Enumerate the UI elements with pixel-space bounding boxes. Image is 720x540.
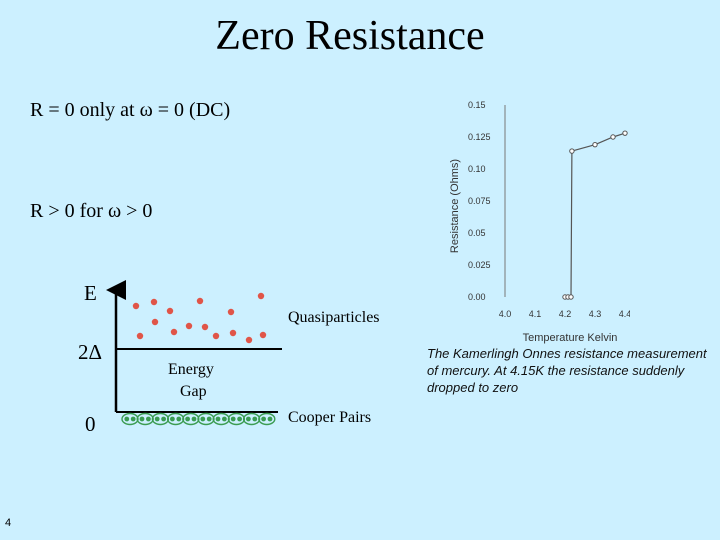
y-tick-label: 0.075 (468, 196, 491, 206)
quasiparticles-label: Quasiparticles (288, 309, 380, 326)
quasiparticle-dot (185, 322, 193, 330)
x-tick-label: 4.4 (619, 309, 630, 319)
quasiparticle-dot (229, 329, 237, 337)
gap-level-label: 2Δ (78, 340, 103, 364)
x-tick-label: 4.2 (559, 309, 572, 319)
x-axis-label: Temperature Kelvin (523, 332, 618, 344)
y-tick-label: 0.05 (468, 228, 486, 238)
quasiparticle-dot (136, 332, 144, 340)
chart-caption: The Kamerlingh Onnes resistance measurem… (427, 346, 707, 395)
y-tick-label: 0.00 (468, 292, 486, 302)
y-axis-label: Resistance (Ohms) (449, 159, 461, 253)
cooper-pair (197, 412, 215, 426)
quasiparticle-dot (132, 302, 140, 310)
ac-resistance-statement: R > 0 for ω > 0 (30, 200, 153, 222)
quasiparticle-dot (227, 308, 235, 316)
cooper-pair (136, 412, 154, 426)
energy-gap-label-line2: Gap (180, 383, 207, 400)
zero-level-label: 0 (85, 412, 96, 436)
quasiparticle-dot (151, 318, 159, 326)
x-tick-label: 4.0 (499, 309, 512, 319)
cooper-pairs-label: Cooper Pairs (288, 409, 372, 426)
x-tick-label: 4.3 (589, 309, 602, 319)
resistance-chart: 0.00 0.025 0.05 0.075 0.10 0.125 0.15 4.0 4.1 4.2… (449, 100, 630, 344)
quasiparticle-dot (150, 298, 158, 306)
cooper-pair (227, 412, 246, 426)
cooper-pair (121, 412, 139, 426)
data-point (610, 134, 616, 140)
quasiparticle-dot (245, 336, 253, 344)
slide-title: Zero Resistance (215, 13, 485, 59)
cooper-pair (258, 412, 276, 426)
quasiparticle-dot (257, 292, 265, 300)
quasiparticle-dot (212, 332, 220, 340)
data-point (568, 294, 574, 300)
cooper-pair (182, 412, 200, 426)
dc-resistance-statement: R = 0 only at ω = 0 (DC) (30, 99, 231, 121)
y-tick-label: 0.15 (468, 100, 486, 110)
cooper-pair (212, 412, 230, 426)
y-tick-label: 0.10 (468, 164, 486, 174)
cooper-pair (242, 412, 261, 426)
cooper-pair (166, 412, 185, 426)
quasiparticle-dot (196, 297, 204, 305)
quasiparticle-dot (170, 328, 178, 336)
data-point (622, 130, 628, 136)
data-point (569, 148, 575, 154)
energy-gap-label-line1: Energy (168, 361, 214, 378)
quasiparticle-dot (166, 307, 174, 315)
quasiparticle-dot (259, 331, 267, 339)
series-line (565, 132, 626, 298)
slide-number: 4 (5, 517, 12, 529)
energy-axis-label: E (84, 281, 97, 305)
cooper-pair (151, 412, 170, 426)
data-point (592, 141, 598, 148)
x-tick-label: 4.1 (529, 309, 542, 319)
y-tick-label: 0.125 (468, 132, 491, 142)
quasiparticle-dot (201, 323, 209, 331)
y-tick-label: 0.025 (468, 260, 491, 270)
